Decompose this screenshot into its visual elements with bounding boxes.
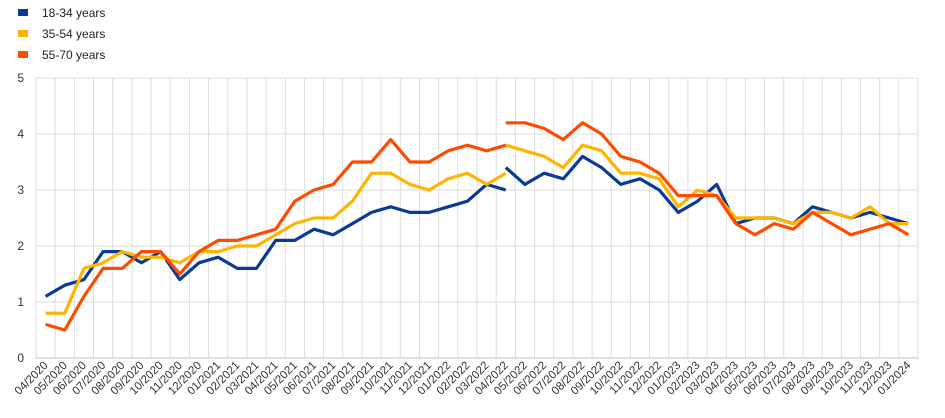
legend: 18-34 years 35-54 years 55-70 years [18, 2, 105, 65]
legend-item-35-54: 35-54 years [18, 23, 105, 44]
legend-label-55-70: 55-70 years [42, 47, 106, 62]
legend-label-18-34: 18-34 years [42, 5, 106, 20]
series-line-55-70-years [45, 138, 507, 332]
y-tick-label: 1 [17, 295, 24, 309]
legend-swatch-55-70 [18, 51, 28, 58]
series-line-55-70-years [505, 121, 910, 237]
series-line-18-34-years [44, 182, 507, 298]
legend-item-55-70: 55-70 years [18, 44, 105, 65]
y-tick-label: 5 [17, 71, 24, 85]
y-tick-label: 3 [17, 183, 24, 197]
series-line-35-54-years [45, 171, 507, 315]
legend-swatch-35-54 [18, 30, 28, 37]
y-tick-label: 2 [17, 239, 24, 253]
y-tick-label: 4 [17, 127, 24, 141]
legend-label-35-54: 35-54 years [42, 26, 106, 41]
legend-item-18-34: 18-34 years [18, 2, 105, 23]
y-tick-label: 0 [17, 351, 24, 365]
legend-swatch-18-34 [18, 9, 28, 16]
series-line-35-54-years [505, 143, 909, 226]
